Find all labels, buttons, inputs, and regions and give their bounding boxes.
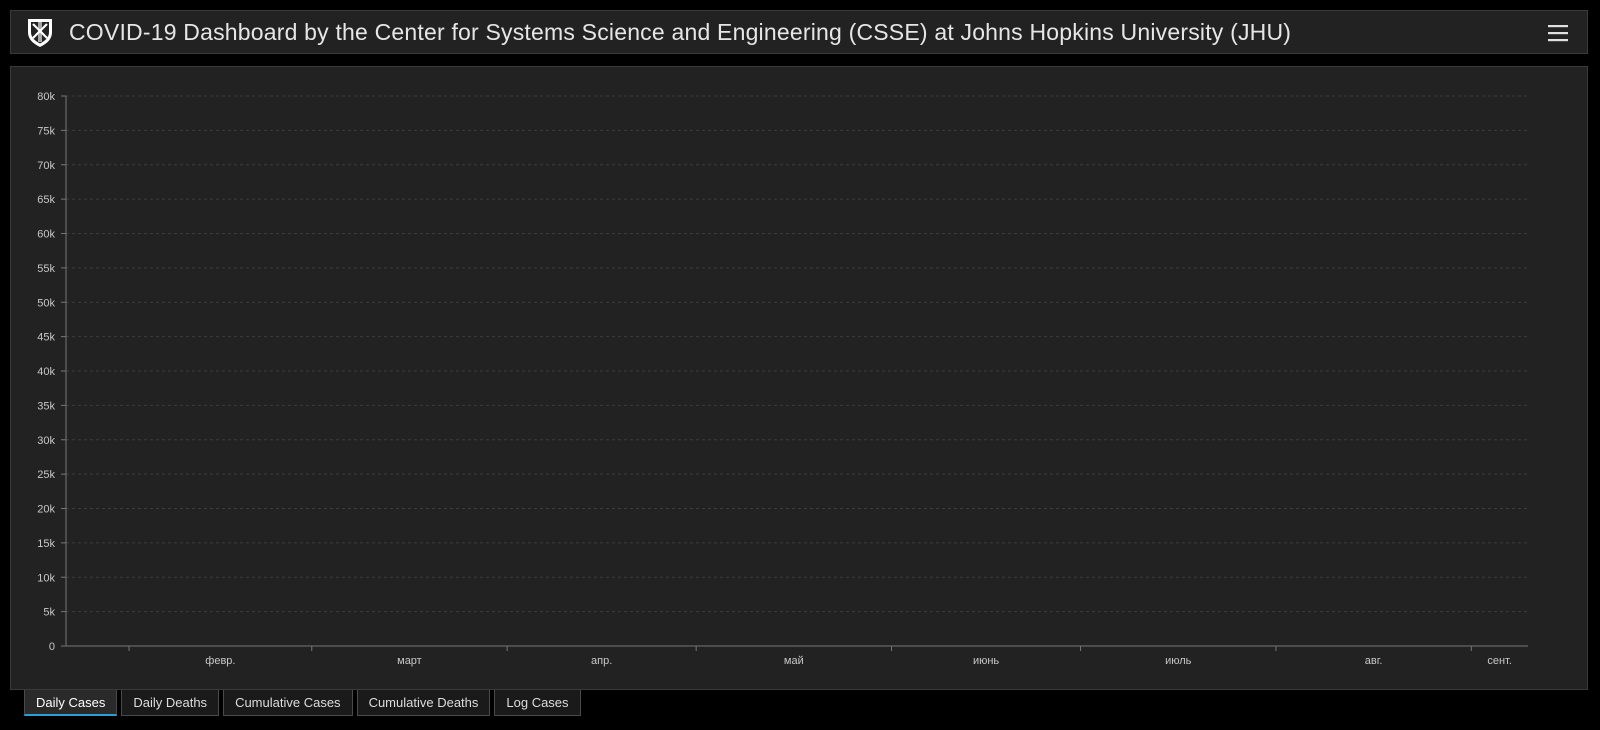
y-tick-label: 50k bbox=[37, 297, 55, 309]
y-tick-label: 0 bbox=[49, 641, 55, 653]
x-tick-label: март bbox=[397, 655, 422, 667]
x-tick-label: июнь bbox=[973, 655, 999, 667]
y-tick-label: 5k bbox=[43, 607, 55, 619]
y-tick-label: 10k bbox=[37, 572, 55, 584]
y-tick-label: 75k bbox=[37, 125, 55, 137]
header-bar: COVID-19 Dashboard by the Center for Sys… bbox=[10, 10, 1588, 54]
y-tick-label: 25k bbox=[37, 469, 55, 481]
y-tick-label: 80k bbox=[37, 91, 55, 103]
tab-cumulative-cases[interactable]: Cumulative Cases bbox=[223, 690, 353, 716]
y-tick-label: 30k bbox=[37, 435, 55, 447]
jhu-shield-logo bbox=[23, 15, 57, 49]
x-tick-label: май bbox=[784, 655, 804, 667]
tab-daily-cases[interactable]: Daily Cases bbox=[24, 690, 118, 716]
y-tick-label: 35k bbox=[37, 400, 55, 412]
y-tick-label: 55k bbox=[37, 263, 55, 275]
x-tick-label: авг. bbox=[1365, 655, 1383, 667]
tab-daily-deaths[interactable]: Daily Deaths bbox=[121, 690, 220, 716]
y-tick-label: 40k bbox=[37, 366, 55, 378]
y-tick-label: 70k bbox=[37, 160, 55, 172]
hamburger-menu-icon[interactable] bbox=[1547, 22, 1569, 44]
y-tick-label: 15k bbox=[37, 538, 55, 550]
y-tick-label: 45k bbox=[37, 332, 55, 344]
x-tick-label: сент. bbox=[1487, 655, 1512, 667]
x-tick-label: июль bbox=[1165, 655, 1192, 667]
chart-panel: 0 5k 10k 15k 20k 25k 30k 35k 40k 45k 50k 55k 60k 65k 7… bbox=[10, 66, 1588, 690]
y-tick-label: 20k bbox=[37, 504, 55, 516]
chart-tabs: Daily Cases Daily Deaths Cumulative Case… bbox=[24, 690, 585, 718]
x-tick-label: апр. bbox=[591, 655, 612, 667]
daily-cases-chart: 0 5k 10k 15k 20k 25k 30k 35k 40k 45k 50k 55k 60k 65k 7… bbox=[37, 91, 1528, 667]
tab-log-cases[interactable]: Log Cases bbox=[494, 690, 581, 716]
page-title: COVID-19 Dashboard by the Center for Sys… bbox=[69, 18, 1292, 45]
y-tick-label: 60k bbox=[37, 229, 55, 241]
y-tick-label: 65k bbox=[37, 194, 55, 206]
tab-cumulative-deaths[interactable]: Cumulative Deaths bbox=[356, 690, 491, 716]
x-tick-label: февр. bbox=[205, 655, 235, 667]
